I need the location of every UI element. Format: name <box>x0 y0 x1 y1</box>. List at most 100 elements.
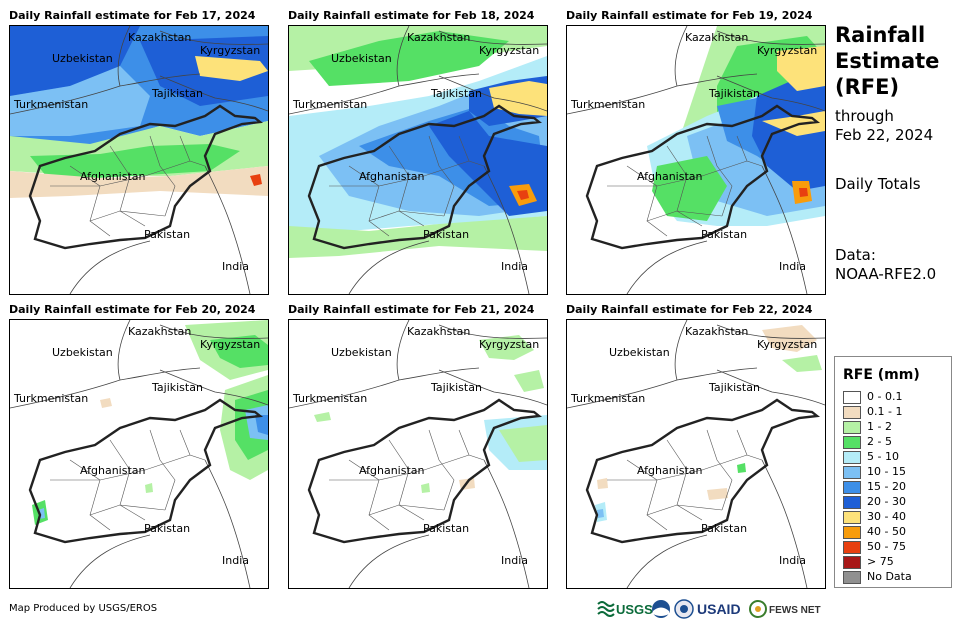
rainfall-layer <box>314 335 547 493</box>
legend-swatch <box>843 480 861 494</box>
legend-label: 15 - 20 <box>867 480 906 493</box>
label-pakistan: Pakistan <box>701 228 747 241</box>
rainfall-layer <box>647 26 825 226</box>
rfe-legend: RFE (mm) 0 - 0.1 0.1 - 1 1 - 2 2 - 5 5 - 10 1… <box>834 356 952 588</box>
label-kyrgyzstan: Kyrgyzstan <box>200 44 260 57</box>
panel-title-feb20: Daily Rainfall estimate for Feb 20, 2024 <box>9 303 256 316</box>
afghanistan-border <box>307 104 543 250</box>
label-uzbekistan: Uzbekistan <box>609 346 670 359</box>
label-kyrgyzstan: Kyrgyzstan <box>479 338 539 351</box>
map-credit: Map Produced by USGS/EROS <box>9 603 158 614</box>
label-uzbekistan: Uzbekistan <box>52 52 113 65</box>
country-borders <box>289 320 547 588</box>
rainfall-map-feb19: Kazakhstan Kyrgyzstan Tajikistan Turkmen… <box>567 26 825 294</box>
usaid-seal <box>674 599 694 619</box>
panel-title-feb17: Daily Rainfall estimate for Feb 17, 2024 <box>9 9 256 22</box>
country-borders <box>10 26 268 294</box>
country-borders <box>289 26 547 294</box>
legend-swatch <box>843 510 861 524</box>
label-afghanistan: Afghanistan <box>359 170 425 183</box>
label-kyrgyzstan: Kyrgyzstan <box>757 338 817 351</box>
legend-swatch <box>843 405 861 419</box>
label-kazakhstan: Kazakhstan <box>407 325 470 338</box>
usaid-logo: USAID <box>697 601 741 617</box>
logo-strip: USGS USAID FEWS NET <box>597 599 821 619</box>
legend-label: 40 - 50 <box>867 525 906 538</box>
legend-item: 5 - 10 <box>843 450 899 464</box>
label-kazakhstan: Kazakhstan <box>128 31 191 44</box>
map-panel-feb18: Kazakhstan Kyrgyzstan Uzbekistan Tajikis… <box>288 25 548 295</box>
label-tajikistan: Tajikistan <box>430 87 482 100</box>
legend-label: 10 - 15 <box>867 465 906 478</box>
label-afghanistan: Afghanistan <box>359 464 425 477</box>
label-turkmenistan: Turkmenistan <box>570 392 645 405</box>
fewsnet-logo: FEWS NET <box>749 600 821 618</box>
usgs-logo-text: USGS <box>616 602 653 617</box>
panel-title-feb22: Daily Rainfall estimate for Feb 22, 2024 <box>566 303 813 316</box>
afghan-provinces <box>329 135 485 237</box>
rainfall-map-feb22: Kazakhstan Kyrgyzstan Uzbekistan Tajikis… <box>567 320 825 588</box>
afghanistan-border <box>307 398 543 544</box>
afghan-provinces <box>329 429 485 531</box>
legend-swatch <box>843 465 861 479</box>
map-panel-feb21: Kazakhstan Kyrgyzstan Uzbekistan Tajikis… <box>288 319 548 589</box>
label-tajikistan: Tajikistan <box>708 381 760 394</box>
label-afghanistan: Afghanistan <box>637 170 703 183</box>
legend-label: 5 - 10 <box>867 450 899 463</box>
rainfall-layer <box>10 26 268 198</box>
legend-item: 15 - 20 <box>843 480 906 494</box>
label-tajikistan: Tajikistan <box>151 87 203 100</box>
label-tajikistan: Tajikistan <box>151 381 203 394</box>
afghan-provinces <box>607 135 763 237</box>
panel-title-feb18: Daily Rainfall estimate for Feb 18, 2024 <box>288 9 535 22</box>
legend-swatch <box>843 555 861 569</box>
map-panel-feb22: Kazakhstan Kyrgyzstan Uzbekistan Tajikis… <box>566 319 826 589</box>
label-india: India <box>779 260 806 273</box>
partner-logos: USGS USAID FEWS NET <box>596 598 828 620</box>
data-source: NOAA-RFE2.0 <box>835 265 937 283</box>
country-borders <box>567 320 825 588</box>
legend-label: 0.1 - 1 <box>867 405 903 418</box>
afghan-provinces <box>50 429 206 531</box>
label-kazakhstan: Kazakhstan <box>685 31 748 44</box>
fewsnet-logo-text: FEWS NET <box>769 605 821 616</box>
legend-item: No Data <box>843 570 912 584</box>
afghan-provinces <box>50 135 206 237</box>
label-turkmenistan: Turkmenistan <box>13 98 88 111</box>
label-kyrgyzstan: Kyrgyzstan <box>200 338 260 351</box>
title-line-2: Estimate <box>835 49 940 73</box>
legend-item: 1 - 2 <box>843 420 892 434</box>
legend-swatch <box>843 570 861 584</box>
title-line-1: Rainfall <box>835 23 926 47</box>
afghanistan-border <box>28 104 264 250</box>
afghanistan-border <box>28 398 264 544</box>
legend-item: 30 - 40 <box>843 510 906 524</box>
legend-label: 30 - 40 <box>867 510 906 523</box>
legend-item: 2 - 5 <box>843 435 892 449</box>
label-india: India <box>501 554 528 567</box>
label-tajikistan: Tajikistan <box>430 381 482 394</box>
noaa-logo <box>652 600 670 618</box>
legend-title: RFE (mm) <box>843 367 920 383</box>
legend-swatch <box>843 540 861 554</box>
label-tajikistan: Tajikistan <box>708 87 760 100</box>
label-kazakhstan: Kazakhstan <box>407 31 470 44</box>
afghanistan-border <box>585 104 821 250</box>
legend-item: > 75 <box>843 555 894 569</box>
legend-label: 2 - 5 <box>867 435 892 448</box>
map-panel-feb20: Kazakhstan Kyrgyzstan Uzbekistan Tajikis… <box>9 319 269 589</box>
legend-item: 20 - 30 <box>843 495 906 509</box>
label-pakistan: Pakistan <box>423 522 469 535</box>
panel-title-feb21: Daily Rainfall estimate for Feb 21, 2024 <box>288 303 535 316</box>
label-afghanistan: Afghanistan <box>80 464 146 477</box>
legend-swatch <box>843 525 861 539</box>
data-label: Data: <box>835 246 876 264</box>
label-turkmenistan: Turkmenistan <box>13 392 88 405</box>
legend-item: 50 - 75 <box>843 540 906 554</box>
legend-label: No Data <box>867 570 912 583</box>
legend-swatch <box>843 420 861 434</box>
rainfall-layer <box>595 325 822 522</box>
label-uzbekistan: Uzbekistan <box>52 346 113 359</box>
panel-title-feb19: Daily Rainfall estimate for Feb 19, 2024 <box>566 9 813 22</box>
label-afghanistan: Afghanistan <box>80 170 146 183</box>
